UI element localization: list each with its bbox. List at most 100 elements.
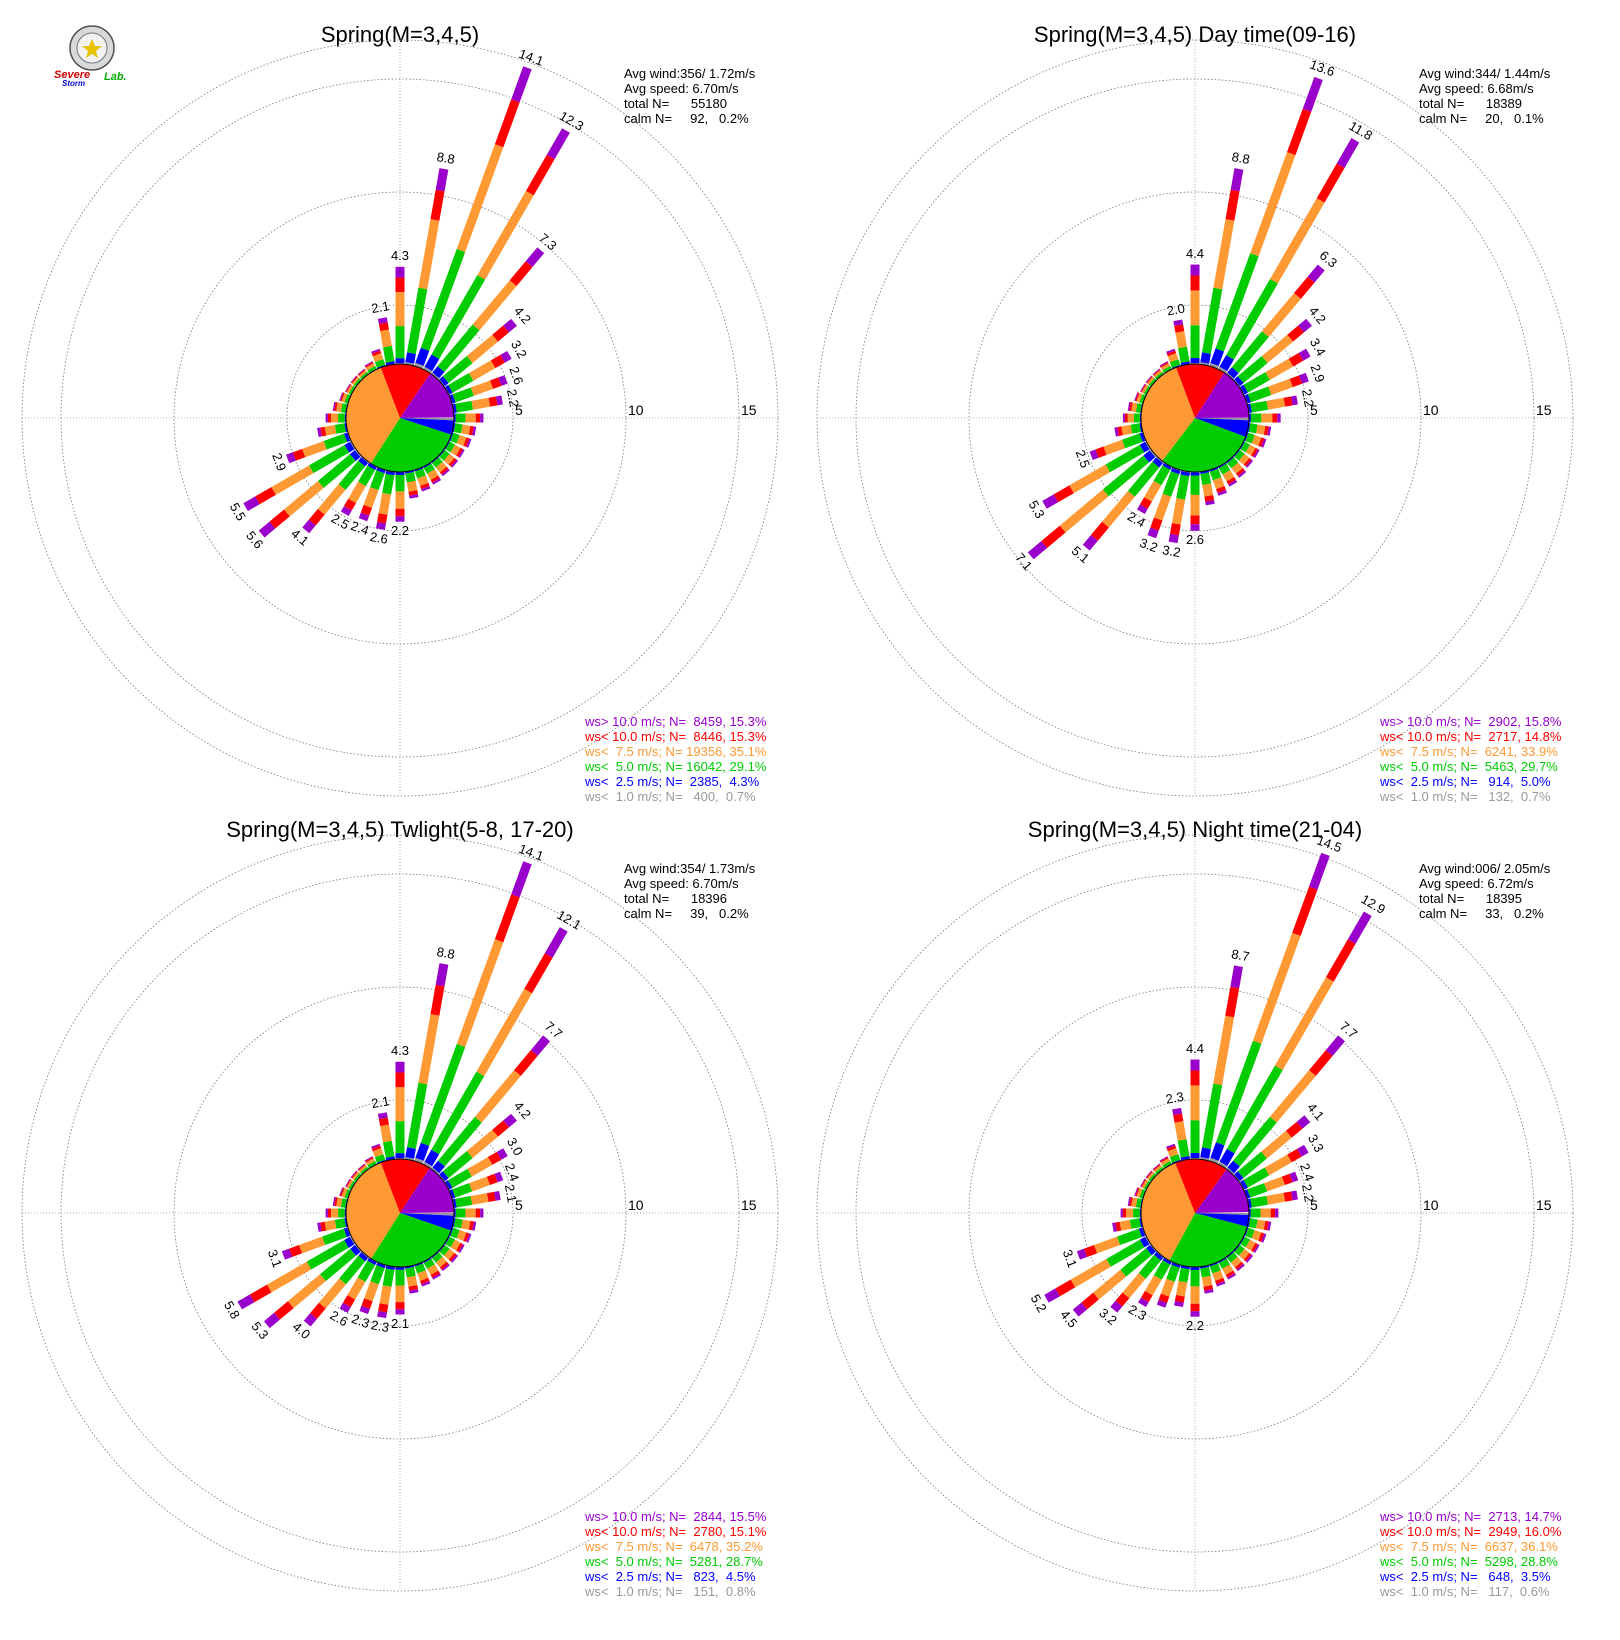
bar-segment — [344, 413, 346, 423]
bar-segment — [1250, 400, 1269, 413]
bar-segment — [414, 1263, 426, 1274]
bar-segment — [382, 345, 395, 363]
ring-label: 10 — [628, 1197, 644, 1213]
bar-segment — [441, 1263, 450, 1272]
bar-segment — [431, 1252, 443, 1263]
bar-segment — [430, 475, 440, 483]
bar-segment — [1216, 1281, 1226, 1287]
bar-segment — [346, 384, 354, 394]
bar-segment — [1139, 394, 1146, 404]
bar-segment — [450, 1227, 460, 1239]
direction-bar — [404, 168, 449, 366]
direction-bar — [423, 927, 568, 1169]
direction-bar — [452, 422, 477, 436]
bar-segment — [1209, 468, 1222, 481]
bar-segment — [1290, 395, 1298, 406]
bar-segment — [349, 450, 361, 462]
bar-segment — [424, 354, 440, 372]
legend-entry: ws< 7.5 m/s; N= 6241, 33.9% — [1379, 744, 1558, 759]
bar-segment — [458, 1244, 465, 1253]
bar-segment — [1283, 396, 1293, 407]
bar-segment — [376, 467, 386, 474]
bar-segment — [395, 326, 405, 359]
panel-title: Spring(M=3,4,5) Twlight(5-8, 17-20) — [226, 817, 573, 842]
bar-value-label: 3.1 — [1060, 1247, 1080, 1269]
bar-segment — [1174, 1121, 1187, 1141]
bar-segment — [450, 459, 459, 468]
bar-segment — [377, 1112, 388, 1120]
bar-segment — [480, 1208, 484, 1218]
bar-segment — [345, 384, 352, 393]
direction-bar — [317, 1217, 348, 1232]
bar-segment — [1153, 1164, 1163, 1173]
direction-bar — [1248, 413, 1281, 423]
bar-segment — [348, 385, 356, 395]
bar-segment — [503, 1113, 517, 1128]
bar-segment — [1247, 1217, 1251, 1228]
bar-segment — [448, 1252, 457, 1262]
bar-segment — [1212, 477, 1225, 490]
bar-segment — [1144, 480, 1162, 502]
bar-segment — [406, 1275, 418, 1287]
bar-value-label: 2.4 — [1297, 1161, 1317, 1183]
bar-segment — [1140, 1179, 1147, 1188]
bar-segment — [1292, 886, 1318, 936]
pie-slice — [1162, 418, 1246, 473]
bar-segment — [494, 894, 520, 943]
bar-segment — [1230, 168, 1244, 192]
bar-segment — [487, 1151, 502, 1165]
bar-segment — [1190, 1286, 1200, 1304]
bar-segment — [480, 413, 484, 423]
bar-segment — [1248, 1218, 1258, 1229]
bar-segment — [395, 1309, 405, 1315]
bar-segment — [1162, 365, 1172, 374]
stat-total: total N= 55180 — [624, 96, 727, 111]
stat-avg-wind: Avg wind:356/ 1.72m/s — [624, 66, 756, 81]
bar-segment — [1215, 1040, 1262, 1146]
bar-segment — [445, 441, 456, 453]
bar-segment — [375, 521, 386, 530]
bar-segment — [360, 504, 373, 516]
bar-segment — [374, 359, 386, 368]
bar-segment — [353, 1173, 362, 1182]
bar-segment — [344, 394, 351, 404]
direction-bar — [1209, 76, 1323, 369]
bar-segment — [468, 425, 474, 436]
bar-segment — [358, 457, 369, 467]
bar-segment — [378, 322, 389, 332]
bar-segment — [237, 1294, 255, 1310]
bar-segment — [404, 470, 415, 474]
bar-segment — [1270, 1208, 1276, 1218]
direction-bar — [449, 1227, 472, 1243]
bar-segment — [1227, 1160, 1240, 1174]
bar-segment — [1180, 361, 1190, 366]
bar-value-label: 4.4 — [1186, 1041, 1204, 1056]
bar-segment — [1234, 1171, 1244, 1182]
bar-segment — [357, 368, 365, 375]
bar-segment — [421, 486, 431, 492]
bar-segment — [374, 1154, 386, 1163]
bar-segment — [455, 1195, 473, 1208]
bar-segment — [455, 413, 466, 423]
bar-segment — [496, 1148, 508, 1160]
bar-segment — [1238, 1248, 1250, 1260]
bar-segment — [1171, 1262, 1181, 1268]
bar-segment — [1140, 383, 1146, 392]
bar-segment — [1140, 384, 1147, 393]
bar-segment — [414, 362, 424, 369]
bar-segment — [1152, 1164, 1161, 1171]
bar-segment — [1244, 432, 1249, 442]
legend-entry: ws< 1.0 m/s; N= 151, 0.8% — [584, 1584, 756, 1599]
bar-segment — [1243, 457, 1252, 467]
pie-slice — [1140, 367, 1195, 461]
bar-segment — [346, 1179, 354, 1189]
bar-segment — [1173, 1113, 1184, 1123]
direction-bar — [431, 247, 545, 380]
bar-segment — [431, 372, 440, 380]
bar-value-label: 2.1 — [391, 1316, 409, 1331]
bar-segment — [1233, 1244, 1241, 1252]
bar-segment — [274, 1301, 294, 1320]
bar-segment — [345, 1178, 351, 1187]
bar-segment — [1140, 1178, 1146, 1187]
panel-title: Spring(M=3,4,5) Day time(09-16) — [1034, 22, 1356, 47]
